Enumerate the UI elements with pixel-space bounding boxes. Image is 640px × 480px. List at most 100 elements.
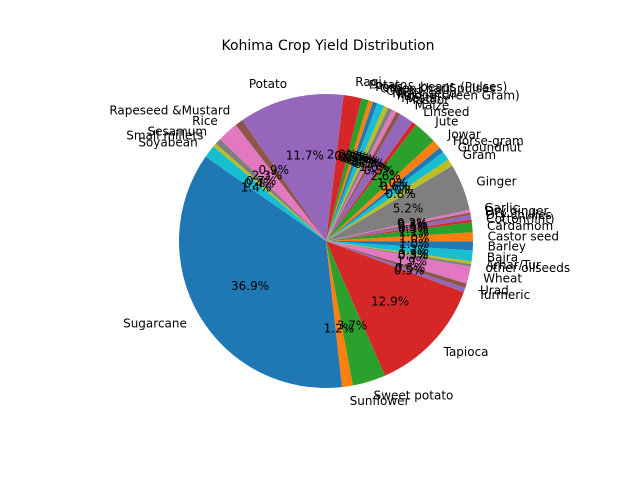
slice-percent: 0.8% <box>344 152 375 166</box>
pie-slice <box>326 241 386 386</box>
slice-percent: 0.5% <box>394 264 425 278</box>
pie-slice <box>326 232 474 242</box>
pie-slice <box>326 215 472 241</box>
slice-label: Jute <box>434 115 458 129</box>
slice-percent: 0.5% <box>364 164 395 178</box>
pie-slice <box>326 152 449 241</box>
slice-label: Urad <box>480 283 509 297</box>
slice-percent: 0.5% <box>349 155 380 169</box>
pie-slice <box>326 101 378 242</box>
slice-label: Potato <box>249 77 287 91</box>
pie-slice <box>326 241 466 293</box>
slice-percent: 11.7% <box>286 148 324 162</box>
slice-percent: 5.2% <box>393 202 424 216</box>
pie-slice <box>326 124 434 241</box>
pie-slice <box>326 165 470 241</box>
slice-label: Sesamum <box>148 124 208 138</box>
slice-label: Bajra <box>487 250 518 264</box>
slice-percent: 0.4% <box>244 177 275 191</box>
pie-slice <box>326 100 373 241</box>
pie-slice <box>326 98 369 242</box>
slice-percent: 0.5% <box>354 157 385 171</box>
slice-percent: 1.2% <box>398 243 429 257</box>
slice-label: Maize <box>415 99 450 113</box>
pie-slice <box>213 143 326 241</box>
slice-percent: 1.2% <box>324 321 355 335</box>
slice-label: Dry chillies <box>486 208 552 222</box>
slice-percent: 1.0% <box>399 232 430 246</box>
slice-percent: 36.9% <box>231 279 269 293</box>
slice-label: Ginger <box>476 175 516 189</box>
slice-label: Rice <box>192 114 218 128</box>
slice-label: Castor seed <box>488 229 559 243</box>
slice-percent: 0.5% <box>352 156 383 170</box>
slice-label: Barley <box>488 239 526 253</box>
chart-title: Kohima Crop Yield Distribution <box>221 38 434 54</box>
slice-label: Linseed <box>423 105 469 119</box>
pie-percent-labels: 36.9%1.2%3.7%12.9%0.5%0.5%1.9%0.3%0.3%1.… <box>231 147 429 335</box>
slice-percent: 0.8% <box>385 187 416 201</box>
pie-slice <box>326 212 471 241</box>
pie-slice <box>326 140 440 241</box>
slice-label: Moong(Green Gram) <box>397 89 520 103</box>
slice-label: Tapioca <box>443 345 489 359</box>
slice-percent: 1.0% <box>383 183 414 197</box>
slice-percent: 2.3% <box>252 169 283 183</box>
slice-label: other oilseeds <box>486 261 571 275</box>
pie-slice <box>326 122 417 241</box>
slice-percent: 1.1% <box>399 226 430 240</box>
slice-percent: 1.0% <box>399 237 430 251</box>
slice-percent: 12.9% <box>371 295 409 309</box>
slice-label: Jowar <box>447 128 481 142</box>
slice-percent: 0.5% <box>398 220 429 234</box>
slice-percent: 0.9% <box>259 163 290 177</box>
pie-slice <box>326 107 393 241</box>
pie-slice <box>205 146 326 241</box>
slice-label: Sugarcane <box>123 316 187 330</box>
pie-slice <box>235 120 326 241</box>
slice-percent: 0.3% <box>398 222 429 236</box>
slice-percent: 0.6% <box>380 179 411 193</box>
pie-slice <box>326 95 362 241</box>
slice-label: Groundnut <box>458 140 522 154</box>
slice-label: Ragi <box>355 75 381 89</box>
slice-label: Onion <box>386 84 421 98</box>
slice-label: Peas & beans (Pulses) <box>375 80 507 94</box>
slice-label: Sweet potato <box>374 389 454 403</box>
slice-label: Arhar/Tur <box>486 258 541 272</box>
slice-percent: 0.7% <box>246 174 277 188</box>
slice-percent: 0.3% <box>398 247 429 261</box>
slice-label: Gram <box>463 148 496 162</box>
pie-slices <box>178 93 474 388</box>
slice-percent: 0.5% <box>395 261 426 275</box>
pie-slice <box>326 219 472 241</box>
pie-slice <box>326 241 471 284</box>
slice-percent: 1.0% <box>377 176 408 190</box>
pie-slice <box>326 241 472 267</box>
pie-slice <box>326 111 401 242</box>
pie-slice <box>326 241 472 265</box>
pie-slice <box>178 156 343 388</box>
pie-slice <box>326 241 353 388</box>
pie-slice <box>326 209 471 241</box>
slice-percent: 0.3% <box>398 249 429 263</box>
slice-label: Cardamom <box>487 219 553 233</box>
slice-label: Niger seed <box>392 87 457 101</box>
slice-percent: 0.8% <box>334 149 365 163</box>
pie-slice <box>326 222 473 241</box>
slice-percent: 1.4% <box>241 180 272 194</box>
pie-slice <box>326 241 464 376</box>
slice-label: Potato <box>369 78 407 92</box>
slice-label: Turmeric <box>477 288 530 302</box>
pie-slice <box>326 114 413 241</box>
slice-label: Cotton(lint) <box>486 212 554 226</box>
pie-slice <box>326 105 389 241</box>
pie-slice <box>326 109 397 241</box>
pie-slice <box>326 159 453 241</box>
pie-slice <box>326 241 473 251</box>
slice-percent: 1.6% <box>359 160 390 174</box>
slice-label: Masoor <box>406 93 450 107</box>
slice-label: Rapeseed &Mustard <box>109 104 230 118</box>
